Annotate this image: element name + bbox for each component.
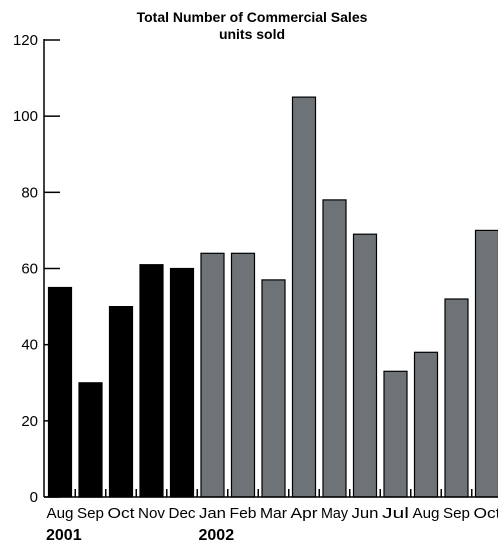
x-axis: Aug Sep Oct Nov Dec Jan Feb Mar Apr May Jun Jul Aug S…	[44, 489, 498, 522]
x-tick-label-oct-14: Oct	[474, 505, 498, 522]
bar-may-9	[322, 199, 347, 498]
bar-sep-13	[444, 298, 469, 498]
y-axis: 0 20 40 60 80 100 120	[13, 32, 60, 506]
x-tick-label-sep-1: Sep	[77, 505, 104, 522]
bar-dec-4	[169, 267, 195, 498]
chart-title: Total Number of Commercial Sales	[137, 9, 368, 25]
bar-feb-6	[230, 252, 256, 498]
x-tick-label-feb-6: Feb	[230, 505, 257, 522]
bar-jul-11	[383, 370, 408, 498]
bar-aug-12	[413, 351, 439, 498]
y-tick-label-20: 20	[21, 413, 38, 430]
chart-subtitle: units sold	[219, 26, 285, 42]
y-tick-label-40: 40	[21, 337, 38, 354]
bar-mar-7	[261, 279, 286, 498]
y-tick-label-80: 80	[21, 184, 38, 201]
x-tick-label-mar-7: Mar	[260, 505, 287, 522]
x-tick-label-aug-12: Aug	[413, 505, 440, 522]
y-tick-label-100: 100	[13, 108, 38, 125]
x-tick-label-oct-2: Oct	[108, 505, 136, 522]
year-label-2001: 2001	[46, 527, 82, 544]
bar-jan-5	[200, 252, 225, 498]
x-tick-label-nov-3: Nov	[138, 505, 165, 522]
x-tick-label-jan-5: Jan	[199, 505, 226, 522]
bar-nov-3	[139, 264, 164, 498]
bar-oct-14	[474, 229, 498, 498]
x-tick-label-dec-4: Dec	[169, 505, 196, 522]
year-label-2002: 2002	[199, 527, 235, 544]
bar-apr-8	[291, 96, 317, 498]
x-tick-label-may-9: May	[321, 505, 348, 522]
bar-sep-1	[78, 382, 103, 498]
y-tick-label-0: 0	[30, 489, 38, 506]
bar-jun-10	[352, 233, 378, 498]
x-tick-label-sep-13: Sep	[443, 505, 470, 522]
year-labels: 2001 2002	[46, 527, 234, 544]
bar-oct-2	[108, 306, 134, 498]
x-tick-label-apr-8: Apr	[291, 505, 318, 522]
y-tick-label-120: 120	[13, 32, 38, 49]
bars-group	[47, 96, 498, 498]
bar-aug-0	[47, 286, 73, 498]
x-tick-label-jul-11: Jul	[382, 505, 409, 522]
x-tick-label-aug-0: Aug	[47, 505, 74, 522]
x-tick-label-jun-10: Jun	[352, 505, 379, 522]
y-tick-label-60: 60	[21, 261, 38, 278]
